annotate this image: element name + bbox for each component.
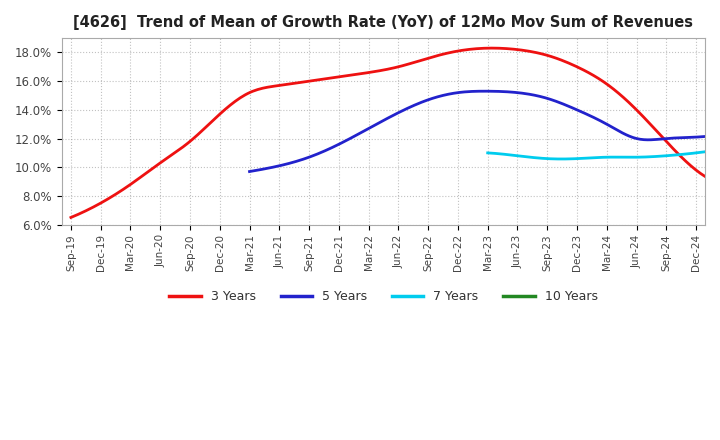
5 Years [564, 103, 573, 109]
7 Years [680, 152, 688, 157]
5 Years [566, 104, 575, 110]
7 Years [483, 150, 492, 155]
Line: 5 Years: 5 Years [250, 91, 720, 172]
3 Years [66, 215, 75, 220]
3 Years [696, 171, 705, 176]
5 Years [480, 88, 489, 94]
7 Years [485, 150, 493, 156]
7 Years [685, 151, 693, 156]
3 Years [525, 48, 534, 54]
7 Years [678, 152, 687, 157]
Title: [4626]  Trend of Mean of Growth Rate (YoY) of 12Mo Mov Sum of Revenues: [4626] Trend of Mean of Growth Rate (YoY… [73, 15, 693, 30]
5 Years [575, 108, 584, 114]
Line: 7 Years: 7 Years [487, 136, 720, 159]
5 Years [247, 169, 256, 174]
3 Years [487, 45, 496, 51]
5 Years [246, 169, 254, 174]
3 Years [512, 47, 521, 52]
3 Years [510, 47, 518, 52]
Line: 3 Years: 3 Years [71, 48, 720, 217]
Legend: 3 Years, 5 Years, 7 Years, 10 Years: 3 Years, 5 Years, 7 Years, 10 Years [164, 285, 603, 308]
5 Years [698, 134, 707, 139]
7 Years [557, 156, 565, 161]
3 Years [69, 214, 78, 219]
